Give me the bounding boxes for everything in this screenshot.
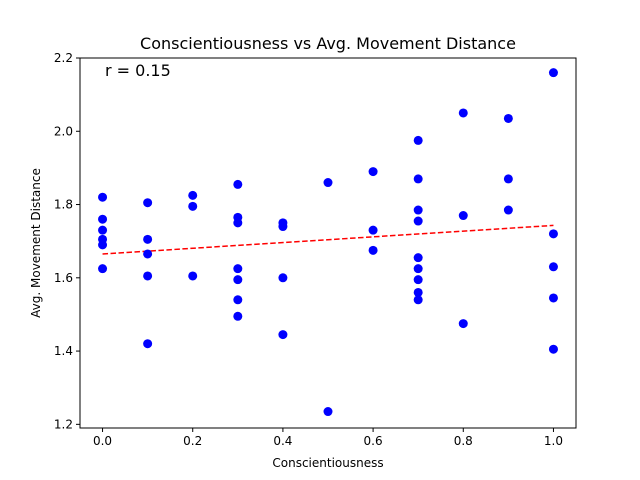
correlation-annotation: r = 0.15 — [105, 61, 171, 80]
data-point — [188, 201, 198, 211]
data-point — [503, 205, 513, 215]
data-point — [233, 311, 243, 321]
points-layer — [98, 68, 558, 417]
data-point — [188, 190, 198, 200]
x-tick-label: 0.4 — [273, 434, 292, 448]
data-point — [548, 68, 558, 78]
data-point — [413, 275, 423, 285]
data-point — [233, 275, 243, 285]
data-point — [143, 271, 153, 281]
data-point — [98, 264, 108, 274]
x-axis-label: Conscientiousness — [272, 456, 383, 470]
data-point — [413, 295, 423, 305]
data-point — [413, 216, 423, 226]
data-point — [98, 214, 108, 224]
data-point — [548, 293, 558, 303]
data-point — [233, 179, 243, 189]
data-point — [323, 407, 333, 417]
trendline-layer — [102, 224, 554, 255]
data-point — [413, 205, 423, 215]
data-point — [278, 330, 288, 340]
plot-frame — [79, 57, 577, 429]
chart-title: Conscientiousness vs Avg. Movement Dista… — [140, 34, 516, 53]
data-point — [548, 344, 558, 354]
data-point — [503, 113, 513, 123]
x-tick-label: 0.8 — [454, 434, 473, 448]
data-point — [413, 287, 423, 297]
y-tick-label: 2.0 — [54, 124, 73, 138]
data-point — [458, 108, 468, 118]
data-point — [233, 295, 243, 305]
data-point — [503, 174, 513, 184]
y-tick-label: 1.4 — [54, 344, 73, 358]
data-point — [413, 135, 423, 145]
data-point — [413, 174, 423, 184]
data-point — [323, 178, 333, 188]
data-point — [143, 198, 153, 208]
data-point — [98, 240, 108, 250]
y-axis-ticks: 1.2 1.4 1.6 1.8 2.0 2.2 — [54, 51, 80, 431]
data-point — [278, 222, 288, 232]
data-point — [368, 245, 378, 255]
data-point — [98, 225, 108, 235]
plot-area — [79, 57, 577, 429]
data-point — [233, 218, 243, 228]
x-tick-label: 0.0 — [93, 434, 112, 448]
data-point — [143, 339, 153, 349]
x-tick-label: 0.6 — [364, 434, 383, 448]
y-tick-label: 1.6 — [54, 271, 73, 285]
y-tick-label: 2.2 — [54, 51, 73, 65]
data-point — [98, 192, 108, 202]
data-point — [368, 167, 378, 177]
x-axis-ticks: 0.0 0.2 0.4 0.6 0.8 1.0 — [93, 428, 563, 448]
data-point — [548, 262, 558, 272]
data-point — [368, 225, 378, 235]
data-point — [233, 264, 243, 274]
data-point — [458, 211, 468, 221]
data-point — [458, 319, 468, 329]
data-point — [413, 253, 423, 263]
x-tick-label: 1.0 — [544, 434, 563, 448]
y-axis-label: Avg. Movement Distance — [29, 168, 43, 318]
data-point — [143, 249, 153, 259]
data-point — [188, 271, 198, 281]
data-point — [413, 264, 423, 274]
y-tick-label: 1.2 — [54, 417, 73, 431]
data-point — [143, 234, 153, 244]
x-tick-label: 0.2 — [183, 434, 202, 448]
trendline — [102, 224, 554, 255]
data-point — [278, 273, 288, 283]
data-point — [548, 229, 558, 239]
y-tick-label: 1.8 — [54, 198, 73, 212]
